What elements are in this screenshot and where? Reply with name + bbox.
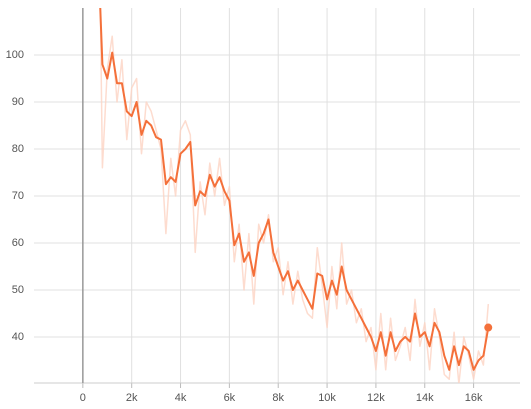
y-tick-label: 100 — [6, 49, 24, 61]
x-tick-label: 10k — [318, 392, 336, 404]
x-tick-label: 6k — [224, 392, 236, 404]
x-tick-label: 0 — [80, 392, 86, 404]
y-tick-label: 60 — [12, 237, 24, 249]
y-tick-label: 80 — [12, 143, 24, 155]
y-tick-label: 70 — [12, 190, 24, 202]
raw-line — [99, 8, 490, 383]
end-point — [484, 323, 493, 332]
plot-area — [99, 8, 490, 383]
x-tick-label: 16k — [465, 392, 483, 404]
x-tick-label: 2k — [126, 392, 138, 404]
y-tick-label: 40 — [12, 331, 24, 343]
x-tick-label: 12k — [367, 392, 385, 404]
grid — [34, 8, 520, 388]
y-tick-label: 90 — [12, 96, 24, 108]
x-tick-label: 4k — [175, 392, 187, 404]
x-tick-label: 14k — [416, 392, 434, 404]
y-tick-label: 50 — [12, 284, 24, 296]
x-tick-label: 8k — [272, 392, 284, 404]
smoothed-line — [99, 8, 490, 371]
